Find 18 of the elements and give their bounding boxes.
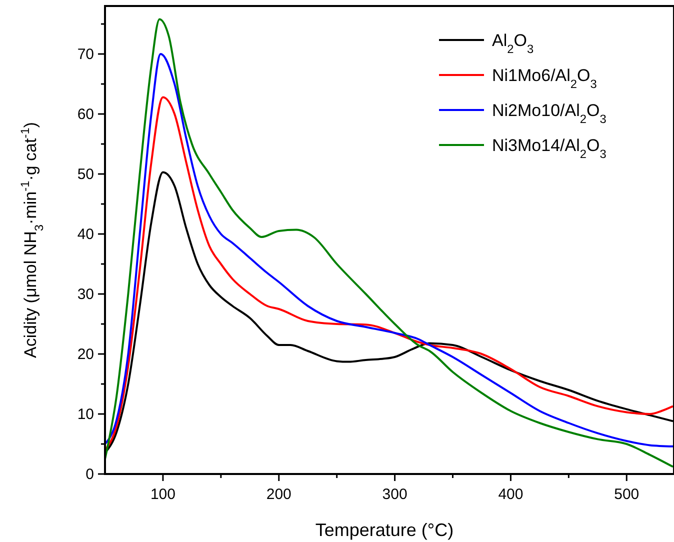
legend-label: Ni2Mo10/Al$_{2}$O$_{3}$	[492, 101, 607, 126]
y-tick-label: 60	[77, 106, 94, 123]
y-tick-label: 70	[77, 46, 94, 63]
x-axis-title: Temperature (°C)	[315, 520, 454, 540]
y-tick-label: 50	[77, 166, 94, 183]
x-tick-label: 400	[498, 486, 524, 503]
x-tick-label: 500	[614, 486, 640, 503]
x-tick-label: 300	[382, 486, 408, 503]
y-tick-label: 0	[86, 466, 94, 483]
legend-label: Ni3Mo14/Al$_{2}$O$_{3}$	[492, 136, 607, 161]
legend-label: Ni1Mo6/Al$_{2}$O$_{3}$	[492, 66, 598, 91]
y-tick-label: 30	[77, 286, 94, 303]
legend-label: Al$_{2}$O$_{3}$	[492, 31, 534, 56]
y-tick-label: 20	[77, 346, 94, 363]
y-tick-label: 40	[77, 226, 94, 243]
x-tick-label: 200	[266, 486, 292, 503]
x-tick-label: 100	[150, 486, 176, 503]
y-tick-label: 10	[77, 406, 94, 423]
